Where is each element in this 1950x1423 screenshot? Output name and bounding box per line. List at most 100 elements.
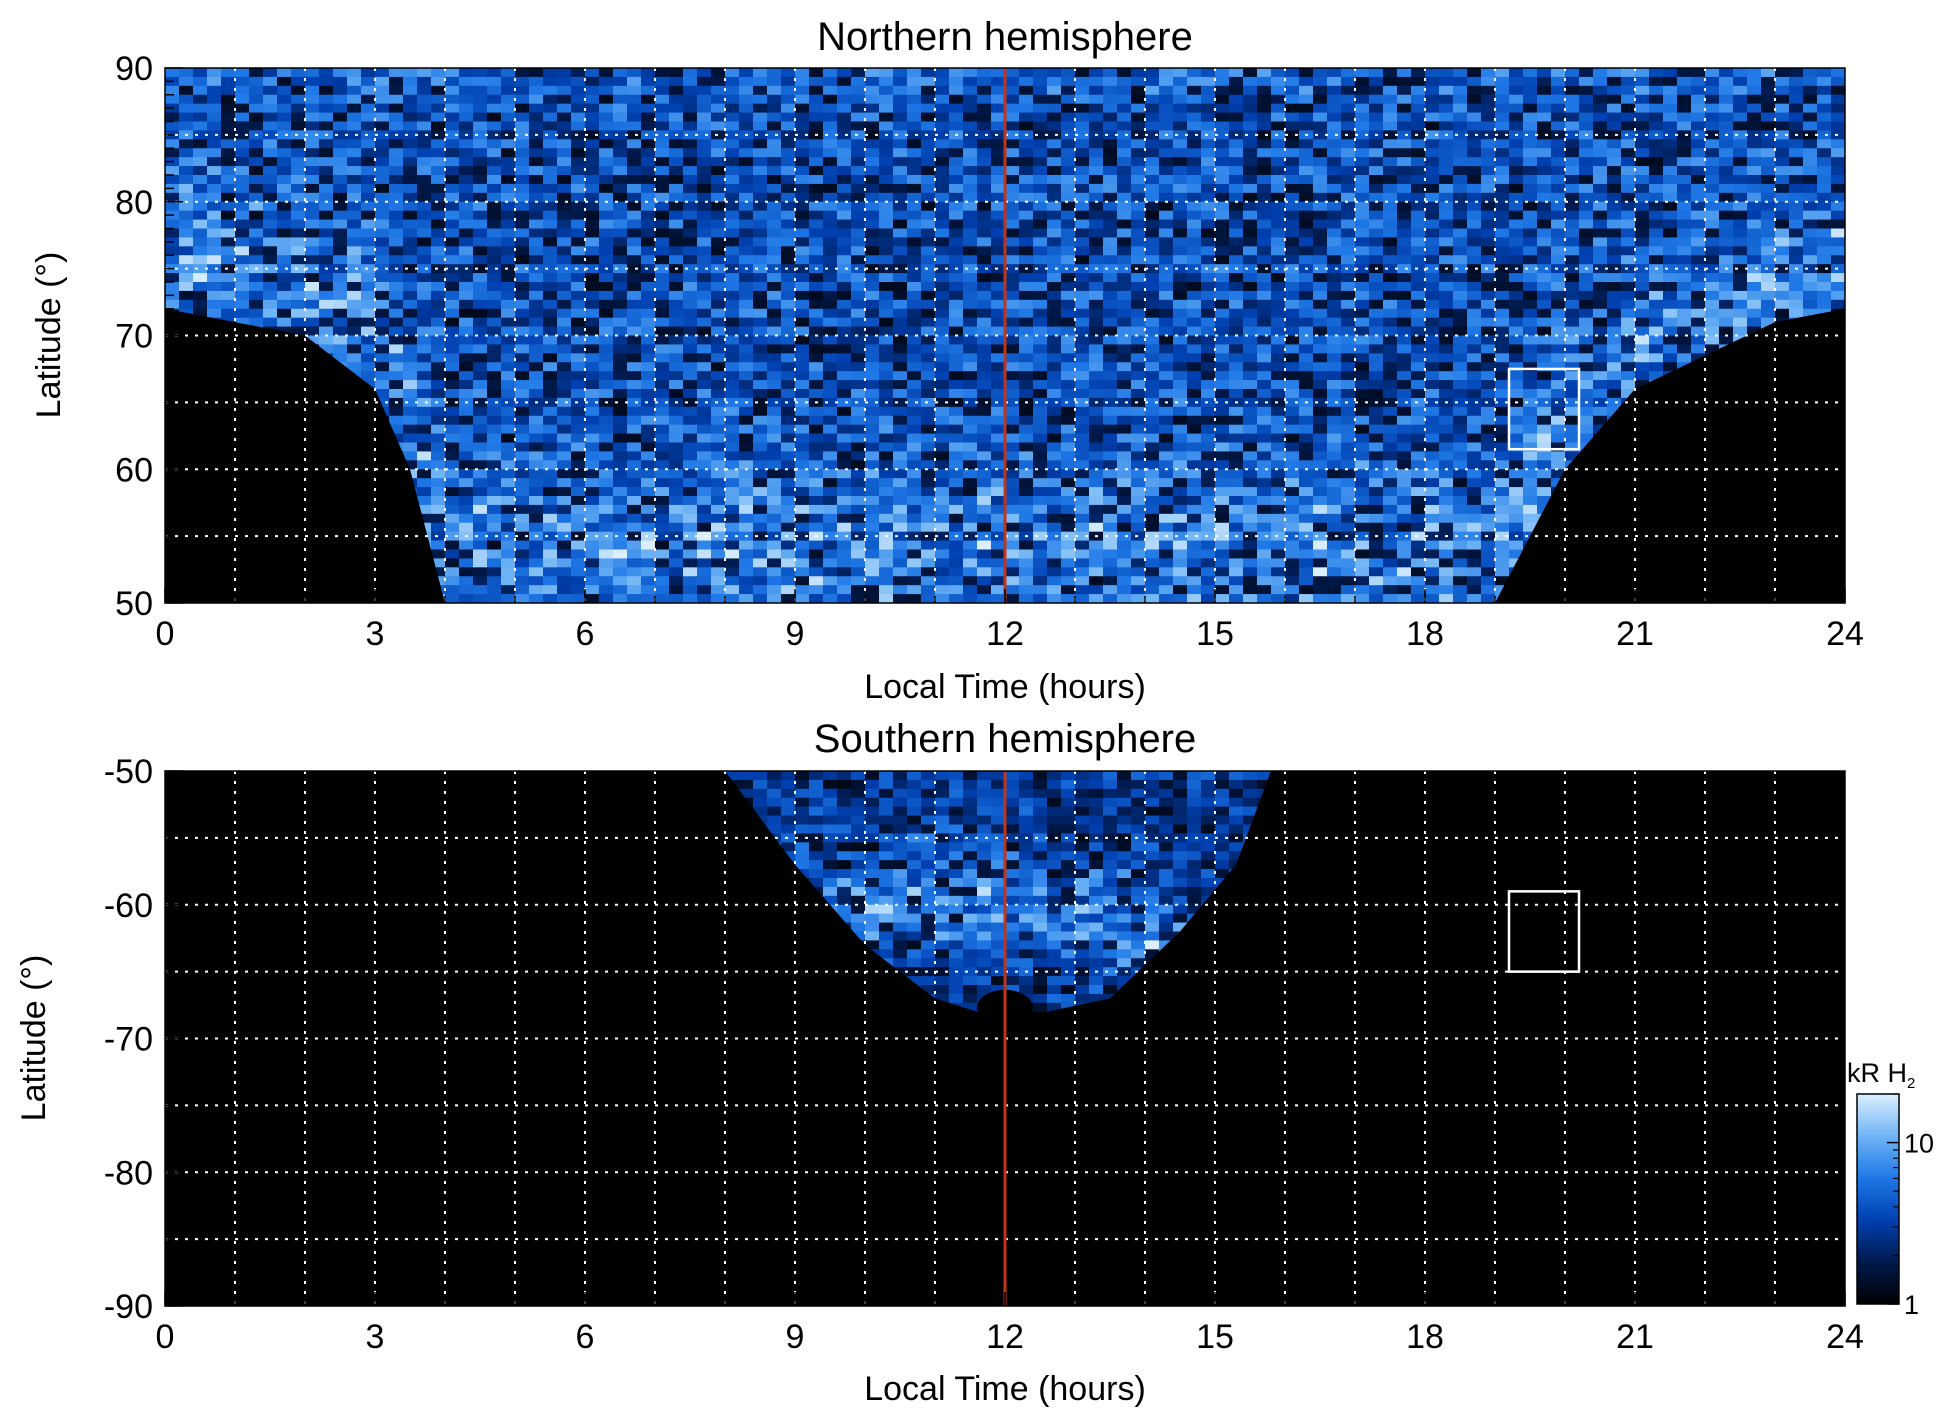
emission-cell — [1145, 389, 1160, 399]
emission-cell — [907, 433, 922, 444]
emission-cell — [963, 576, 978, 586]
emission-cell — [361, 246, 376, 256]
emission-cell — [991, 103, 1006, 114]
emission-cell — [921, 433, 936, 444]
emission-cell — [753, 504, 768, 515]
emission-cell — [557, 594, 572, 603]
emission-cell — [907, 166, 922, 176]
emission-cell — [557, 68, 572, 78]
emission-cell — [697, 487, 712, 497]
emission-cell — [991, 246, 1006, 256]
emission-cell — [543, 299, 558, 310]
emission-cell — [1313, 76, 1328, 87]
emission-cell — [809, 273, 824, 283]
emission-cell — [949, 103, 964, 114]
emission-cell — [1089, 308, 1104, 319]
emission-cell — [851, 335, 866, 346]
emission-cell — [823, 469, 838, 479]
emission-cell — [809, 335, 824, 346]
emission-cell — [515, 504, 530, 515]
emission-cell — [655, 335, 670, 346]
emission-cell — [1103, 353, 1118, 363]
emission-cell — [1145, 362, 1160, 372]
emission-cell — [669, 94, 684, 105]
emission-cell — [1005, 264, 1020, 274]
emission-cell — [1075, 504, 1090, 515]
emission-cell — [417, 112, 432, 123]
emission-cell — [837, 317, 852, 328]
emission-cell — [795, 273, 810, 283]
emission-cell — [865, 406, 880, 417]
emission-cell — [1005, 513, 1020, 524]
emission-cell — [1313, 487, 1328, 497]
emission-cell — [165, 166, 180, 176]
emission-cell — [319, 290, 334, 301]
emission-cell — [599, 219, 614, 230]
emission-cell — [1159, 299, 1174, 310]
emission-cell — [487, 504, 502, 515]
emission-cell — [1131, 451, 1146, 461]
emission-cell — [1159, 112, 1174, 123]
emission-cell — [781, 344, 796, 354]
emission-cell — [403, 460, 418, 470]
emission-cell — [571, 255, 586, 265]
emission-cell — [291, 103, 306, 114]
emission-cell — [795, 362, 810, 372]
emission-cell — [641, 290, 656, 301]
emission-cell — [1033, 246, 1048, 256]
emission-cell — [613, 540, 628, 551]
emission-cell — [347, 139, 362, 149]
emission-cell — [753, 415, 768, 426]
emission-cell — [711, 531, 726, 542]
emission-cell — [1145, 558, 1160, 568]
emission-cell — [473, 478, 488, 488]
emission-cell — [473, 326, 488, 337]
emission-cell — [417, 353, 432, 363]
emission-cell — [1131, 549, 1146, 560]
emission-cell — [431, 112, 446, 123]
emission-cell — [627, 228, 642, 239]
emission-cell — [529, 308, 544, 319]
emission-cell — [1103, 210, 1118, 221]
emission-cell — [305, 68, 320, 78]
emission-cell — [837, 442, 852, 453]
emission-cell — [1061, 139, 1076, 149]
emission-cell — [809, 219, 824, 230]
emission-cell — [361, 317, 376, 328]
emission-cell — [529, 496, 544, 506]
emission-cell — [473, 112, 488, 123]
emission-cell — [795, 282, 810, 292]
emission-cell — [683, 282, 698, 292]
emission-cell — [1313, 442, 1328, 453]
emission-cell — [627, 68, 642, 78]
emission-cell — [1033, 504, 1048, 515]
emission-cell — [221, 192, 236, 203]
emission-cell — [375, 130, 390, 140]
emission-cell — [1215, 513, 1230, 524]
emission-cell — [949, 299, 964, 310]
emission-cell — [655, 362, 670, 372]
emission-cell — [1033, 397, 1048, 408]
emission-cell — [767, 228, 782, 239]
emission-cell — [515, 415, 530, 426]
emission-cell — [1019, 371, 1034, 381]
emission-cell — [389, 255, 404, 265]
emission-cell — [655, 433, 670, 444]
emission-cell — [1005, 380, 1020, 390]
emission-cell — [823, 210, 838, 221]
emission-cell — [1229, 308, 1244, 319]
emission-cell — [529, 504, 544, 515]
emission-cell — [165, 85, 180, 96]
emission-cell — [599, 192, 614, 203]
emission-cell — [781, 121, 796, 132]
emission-cell — [837, 496, 852, 506]
emission-cell — [571, 68, 586, 78]
emission-cell — [403, 183, 418, 194]
emission-cell — [711, 504, 726, 515]
emission-cell — [333, 246, 348, 256]
emission-cell — [585, 148, 600, 158]
emission-cell — [431, 344, 446, 354]
emission-cell — [1089, 585, 1104, 595]
emission-cell — [207, 299, 222, 310]
emission-cell — [1257, 389, 1272, 399]
